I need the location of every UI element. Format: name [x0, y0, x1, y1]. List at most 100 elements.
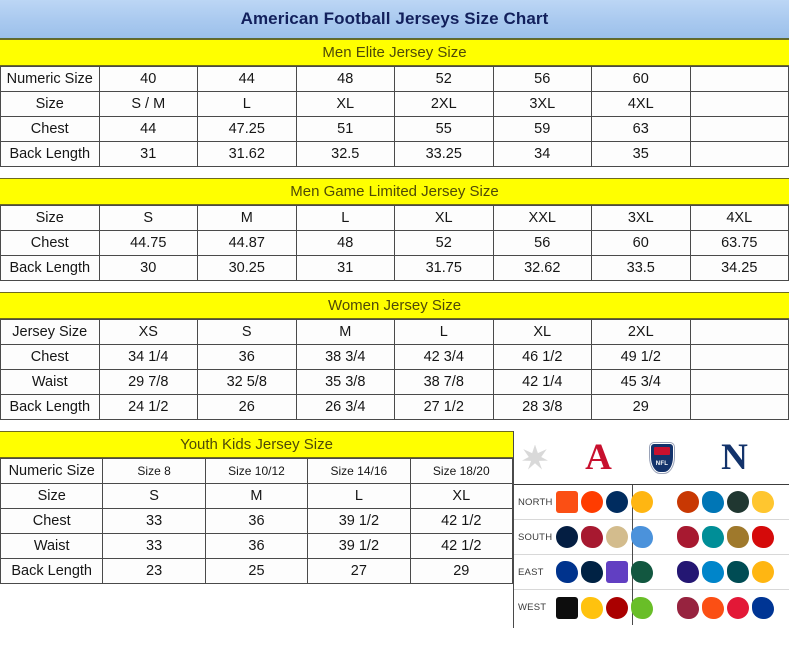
table-cell: 27: [307, 558, 411, 584]
jaguars-logo: [727, 526, 750, 548]
browns-logo: [580, 491, 603, 513]
jets-logo: [630, 561, 653, 583]
table-cell: 39 1/2: [307, 533, 411, 559]
table-row: Back Length 30 30.25 31 31.75 32.62 33.5 34.25: [0, 255, 789, 281]
afc-letter: A: [585, 437, 612, 478]
page-title: American Football Jerseys Size Chart: [240, 9, 549, 28]
titans-logo: [630, 526, 653, 548]
table-body: Numeric Size 40 44 48 52 56 60 Size S / M L XL 2XL 3…: [0, 66, 789, 167]
ravens-logo: [677, 561, 700, 583]
row-label: Size: [0, 205, 100, 231]
spacer: [0, 420, 789, 431]
table-cell: 36: [204, 508, 309, 534]
table-cell-empty: [689, 91, 789, 117]
saints-logo: [605, 526, 628, 548]
table-women: Jersey Size XS S M L XL 2XL Chest 34 1/4 36 38 3/4…: [0, 319, 789, 420]
table-cell: 31.62: [197, 141, 297, 167]
afc-team-group: [555, 561, 668, 583]
raiders-logo: [555, 596, 578, 619]
table-cell: 28 3/8: [492, 394, 592, 420]
table-cell: XS: [98, 319, 198, 345]
row-label: Numeric Size: [0, 458, 104, 484]
steelers-logo: [630, 491, 653, 513]
49ers-logo: [605, 596, 628, 619]
row-label: Back Length: [0, 394, 100, 420]
table-row: Chest 34 1/4 36 38 3/4 42 3/4 46 1/2 49 1/2: [0, 344, 789, 370]
nfc-team-group: [677, 526, 789, 548]
table-cell: S: [102, 483, 206, 509]
nfc-team-group: [677, 491, 789, 513]
row-label: Size: [0, 91, 100, 117]
table-cell: 45 3/4: [591, 369, 691, 395]
section-title: Youth Kids Jersey Size: [180, 436, 333, 453]
table-row: Numeric Size 40 44 48 52 56 60: [0, 66, 789, 92]
table-cell: 31: [295, 255, 395, 281]
lions-logo: [702, 491, 725, 513]
table-cell: 35: [591, 141, 691, 167]
division-row: NORTH: [514, 485, 789, 520]
table-cell: 33: [102, 533, 206, 559]
table-cell: 32.62: [492, 255, 592, 281]
division-row: EAST: [514, 555, 789, 590]
row-label: Chest: [0, 230, 100, 256]
falcons-logo: [677, 526, 700, 548]
table-row: Back Length 23 25 27 29: [0, 558, 514, 584]
table-row: Numeric Size Size 8 Size 10/12 Size 14/16 Si…: [0, 458, 514, 484]
table-cell-empty: [689, 394, 789, 420]
section-header-men-elite: Men Elite Jersey Size: [0, 39, 789, 66]
patriots-logo: [580, 561, 603, 583]
table-cell: 63.75: [689, 230, 789, 256]
table-cell-empty: [689, 344, 789, 370]
table-cell: Size 14/16: [307, 458, 411, 484]
table-cell: 30: [98, 255, 198, 281]
row-label: Back Length: [0, 558, 104, 584]
seahawks-logo: [630, 596, 653, 619]
row-label: Size: [0, 483, 104, 509]
table-cell: M: [295, 319, 395, 345]
table-cell: 35 3/8: [295, 369, 395, 395]
packers-logo: [727, 491, 750, 513]
panthers-logo: [702, 561, 725, 583]
chargers-logo: [580, 596, 603, 619]
table-cell: 56: [492, 66, 592, 92]
table-cell: L: [307, 483, 411, 509]
table-row: Size S / M L XL 2XL 3XL 4XL: [0, 91, 789, 117]
table-cell: 24 1/2: [98, 394, 198, 420]
bears-logo: [677, 491, 700, 513]
table-cell: S / M: [98, 91, 198, 117]
table-cell-empty: [689, 66, 789, 92]
table-cell: 25: [204, 558, 309, 584]
table-cell: 39 1/2: [307, 508, 411, 534]
row-label: Back Length: [0, 255, 100, 281]
cardinals-logo: [677, 596, 700, 619]
table-men-game-limited: Size S M L XL XXL 3XL 4XL Chest 44.75 44.87 48 52 56 6…: [0, 205, 789, 281]
table-cell: 4XL: [689, 205, 789, 231]
table-cell: S: [98, 205, 198, 231]
table-row: Jersey Size XS S M L XL 2XL: [0, 319, 789, 345]
table-cell: 3XL: [591, 205, 691, 231]
table-cell: 29: [591, 394, 691, 420]
table-cell: 2XL: [394, 91, 494, 117]
row-label: Chest: [0, 116, 100, 142]
table-cell: 27 1/2: [394, 394, 494, 420]
table-cell-empty: [689, 369, 789, 395]
dolphins-logo: [702, 526, 725, 548]
row-label: Waist: [0, 533, 104, 559]
table-cell-empty: [689, 141, 789, 167]
table-cell: 2XL: [591, 319, 691, 345]
colts-logo: [605, 491, 628, 513]
table-cell: 29 7/8: [98, 369, 198, 395]
afc-logo: A: [556, 431, 640, 484]
division-label: SOUTH: [518, 531, 553, 543]
division-label: WEST: [518, 602, 547, 613]
table-cell: 23: [102, 558, 206, 584]
table-cell: 30.25: [197, 255, 297, 281]
table-cell: 44: [98, 116, 198, 142]
table-cell: 42 1/2: [409, 533, 514, 559]
table-cell: 55: [394, 116, 494, 142]
table-cell: 38 3/4: [295, 344, 395, 370]
table-cell: 48: [295, 230, 395, 256]
table-cell: 44.75: [98, 230, 198, 256]
table-cell: 60: [591, 230, 691, 256]
division-row: SOUTH: [514, 520, 789, 555]
